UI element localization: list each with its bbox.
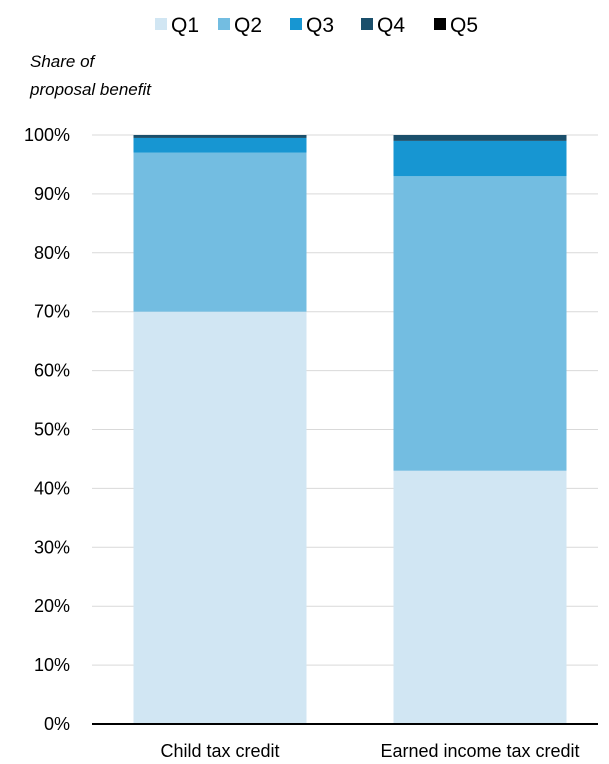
y-tick-label: 50% [34,420,70,440]
y-tick-label: 20% [34,596,70,616]
legend-label: Q4 [377,14,405,37]
x-category-label: Earned income tax credit [380,741,579,761]
bar-segment [393,470,567,724]
bar-segment [393,135,567,141]
y-tick-label: 30% [34,537,70,557]
legend-label: Q2 [234,14,262,37]
y-tick-label: 100% [24,125,70,145]
legend-label: Q5 [450,14,478,37]
y-tick-label: 40% [34,478,70,498]
y-axis-label-line-1: Share of [30,52,97,71]
bar-segment [133,137,307,153]
legend-swatch [434,18,446,30]
legend-label: Q1 [171,14,199,37]
y-axis-ticks: 0% 10% 20% 30% 40% 50% 60% 70% 80% 90% 100% [24,125,70,734]
y-tick-label: 60% [34,361,70,381]
y-tick-label: 80% [34,243,70,263]
y-tick-label: 10% [34,655,70,675]
y-tick-label: 0% [44,714,70,734]
bar-segment [133,311,307,724]
legend-swatch [290,18,302,30]
bars [133,135,567,724]
legend-swatch [218,18,230,30]
legend-swatch [155,18,167,30]
x-axis-category-labels: Child tax credit Earned income tax credit [160,741,579,761]
bar-segment [133,135,307,138]
bar-segment [133,152,307,312]
bar-segment [393,176,567,471]
legend-label: Q3 [306,14,334,37]
y-axis-label-line-2: proposal benefit [29,80,152,99]
y-tick-label: 70% [34,302,70,322]
bar-segment [393,140,567,177]
y-tick-label: 90% [34,184,70,204]
x-category-label: Child tax credit [160,741,279,761]
legend-swatch [361,18,373,30]
legend: Q1 Q2 Q3 Q4 Q5 [155,14,478,37]
